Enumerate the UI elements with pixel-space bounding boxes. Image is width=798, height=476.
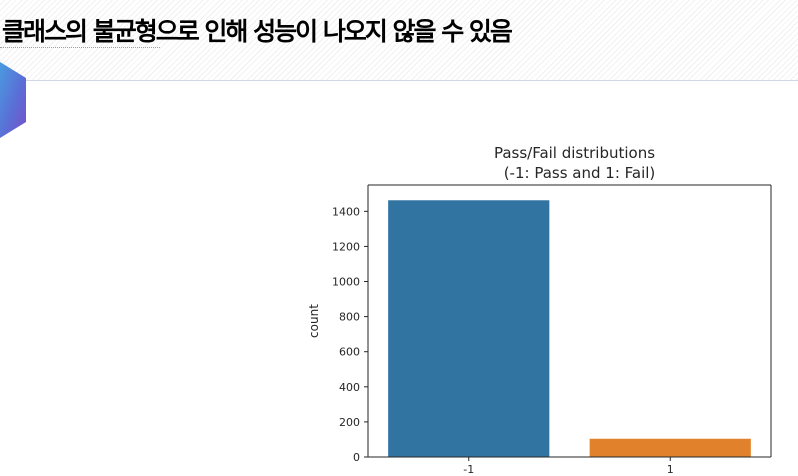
y-tick-label-1000: 1000 bbox=[332, 276, 360, 289]
y-tick-label-1200: 1200 bbox=[332, 240, 360, 253]
x-tick-label--1: -1 bbox=[463, 463, 474, 476]
bar-1 bbox=[590, 439, 751, 457]
chart-title-line2: (-1: Pass and 1: Fail) bbox=[504, 164, 656, 182]
y-tick-label-600: 600 bbox=[339, 346, 360, 359]
chart-title-line1: Pass/Fail distributions bbox=[494, 144, 655, 162]
y-tick-label-1400: 1400 bbox=[332, 205, 360, 218]
y-tick-label-800: 800 bbox=[339, 311, 360, 324]
y-tick-label-0: 0 bbox=[353, 451, 360, 464]
y-axis-label: count bbox=[307, 304, 321, 338]
y-tick-label-200: 200 bbox=[339, 416, 360, 429]
x-tick-label-1: 1 bbox=[667, 463, 674, 476]
y-tick-label-400: 400 bbox=[339, 381, 360, 394]
bar--1 bbox=[388, 200, 549, 457]
